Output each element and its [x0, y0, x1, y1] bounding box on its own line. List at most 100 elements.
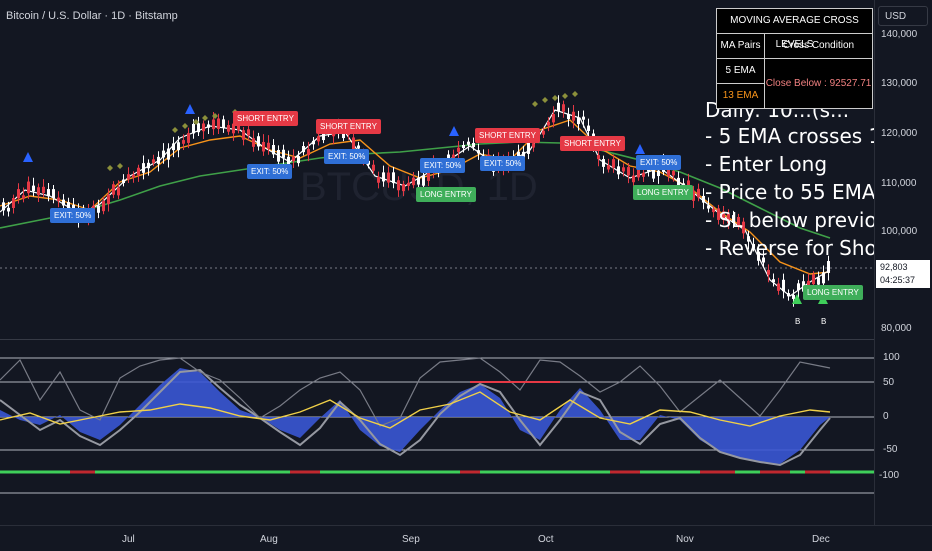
price-label: 80,000	[881, 323, 912, 334]
bull-candle	[422, 175, 425, 186]
ma-pair-fast: 5 EMA	[717, 59, 765, 84]
bull-candle	[827, 261, 830, 273]
bull-candle	[772, 279, 775, 283]
symbol-title[interactable]: Bitcoin / U.S. Dollar · 1D · Bitstamp	[6, 10, 178, 22]
price-chart[interactable]: Bitcoin / U.S. Dollar · 1D · Bitstamp BT…	[0, 0, 881, 525]
osc-scale-label: 100	[883, 352, 900, 363]
currency-selector[interactable]: USD	[878, 6, 928, 26]
bull-candle	[312, 140, 315, 145]
exit-label: EXIT: 50%	[420, 158, 466, 173]
long-entry-label: LONG ENTRY	[803, 285, 863, 300]
bear-candle	[22, 195, 25, 199]
diamond-marker-icon	[107, 165, 113, 171]
bear-candle	[637, 165, 640, 178]
bull-candle	[47, 189, 50, 197]
bear-candle	[217, 118, 220, 129]
bear-candle	[697, 188, 700, 198]
bull-candle	[67, 202, 70, 210]
bear-candle	[427, 169, 430, 181]
bear-candle	[212, 119, 215, 130]
triangle-marker-icon	[792, 294, 802, 304]
bull-candle	[147, 162, 150, 169]
bear-candle	[597, 155, 600, 160]
bear-candle	[232, 123, 235, 134]
bull-candle	[162, 150, 165, 158]
bear-candle	[642, 172, 645, 177]
bear-candle	[807, 280, 810, 286]
price-label: 110,000	[881, 178, 917, 189]
diamond-marker-icon	[532, 101, 538, 107]
bear-candle	[237, 123, 240, 131]
exit-label: EXIT: 50%	[50, 208, 96, 223]
price-label: 100,000	[881, 226, 918, 237]
bear-candle	[622, 167, 625, 172]
bear-candle	[777, 283, 780, 291]
overlay-line-6: - Reverse for Sho	[705, 236, 877, 260]
bear-candle	[457, 147, 460, 152]
ma-table-title: MOVING AVERAGE CROSS LEVELS	[717, 9, 872, 50]
bear-candle	[37, 187, 40, 196]
diamond-marker-icon	[542, 97, 548, 103]
bear-candle	[667, 167, 670, 176]
bull-candle	[472, 142, 475, 148]
diamond-marker-icon	[117, 163, 123, 169]
short-entry-label: SHORT ENTRY	[233, 111, 298, 126]
bull-candle	[817, 277, 820, 285]
bull-candle	[357, 145, 360, 149]
bull-candle	[822, 272, 825, 284]
diamond-marker-icon	[562, 93, 568, 99]
bull-candle	[752, 244, 755, 249]
bear-candle	[402, 184, 405, 192]
ma-table-col1-header: MA Pairs	[717, 34, 765, 59]
overlay-line-2: - 5 EMA crosses 1	[705, 124, 882, 148]
bear-candle	[152, 159, 155, 163]
bear-candle	[27, 181, 30, 194]
time-axis[interactable]: Jul Aug Sep Oct Nov Dec	[0, 525, 932, 551]
bear-candle	[742, 221, 745, 234]
diamond-marker-icon	[202, 115, 208, 121]
bull-candle	[557, 102, 560, 112]
bull-candle	[517, 151, 520, 160]
bull-candle	[467, 141, 470, 145]
bear-candle	[767, 269, 770, 275]
bull-candle	[567, 114, 570, 120]
bear-candle	[372, 164, 375, 171]
bull-candle	[282, 149, 285, 158]
bear-candle	[112, 184, 115, 195]
short-entry-label: SHORT ENTRY	[316, 119, 381, 134]
price-label: 140,000	[881, 29, 918, 40]
exit-label: EXIT: 50%	[324, 149, 370, 164]
pane-divider[interactable]	[0, 339, 874, 340]
bull-candle	[322, 131, 325, 141]
bear-candle	[292, 156, 295, 162]
bull-candle	[577, 117, 580, 125]
last-price-value: 92,803	[880, 262, 908, 272]
bear-candle	[12, 197, 15, 209]
bull-candle	[32, 185, 35, 192]
bull-candle	[272, 144, 275, 155]
bear-candle	[132, 174, 135, 178]
bull-candle	[297, 156, 300, 164]
bear-candle	[812, 274, 815, 285]
overlay-line-4: - Price to 55 EMA	[705, 180, 876, 204]
bear-candle	[247, 129, 250, 136]
bull-candle	[707, 205, 710, 209]
bear-candle	[317, 136, 320, 142]
diamond-marker-icon	[193, 119, 199, 125]
bear-candle	[562, 104, 565, 112]
bull-candle	[657, 170, 660, 177]
bear-candle	[127, 174, 130, 180]
bull-candle	[477, 150, 480, 154]
bull-candle	[97, 205, 100, 213]
bear-candle	[262, 141, 265, 152]
long-entry-label: LONG ENTRY	[416, 187, 476, 202]
osc-line-yellow	[0, 391, 831, 429]
bear-candle	[612, 159, 615, 168]
diamond-marker-icon	[172, 127, 178, 133]
overlay-line-5: - SL below previo	[705, 208, 877, 232]
bear-candle	[407, 182, 410, 186]
bull-candle	[382, 172, 385, 182]
buy-marker: B	[821, 317, 827, 326]
bear-candle	[57, 197, 60, 202]
bear-candle	[42, 186, 45, 193]
